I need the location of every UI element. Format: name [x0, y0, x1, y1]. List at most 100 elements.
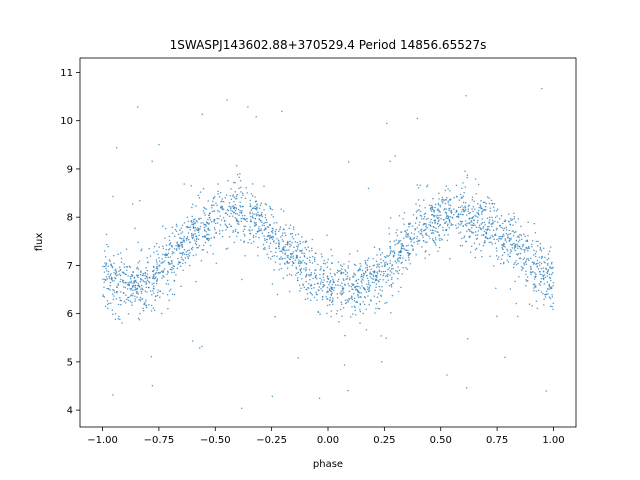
- scatter-point: [481, 218, 484, 220]
- scatter-point: [363, 303, 366, 306]
- scatter-point: [209, 219, 212, 221]
- scatter-point: [162, 247, 165, 250]
- scatter-point: [402, 218, 404, 220]
- scatter-point: [425, 249, 427, 252]
- scatter-point: [397, 272, 400, 275]
- scatter-point: [119, 299, 122, 302]
- scatter-point: [264, 216, 267, 219]
- scatter-point: [380, 261, 382, 264]
- scatter-point: [319, 277, 321, 279]
- scatter-point: [169, 247, 171, 250]
- scatter-point: [197, 227, 199, 229]
- scatter-point: [495, 254, 498, 257]
- scatter-point: [364, 261, 367, 264]
- scatter-point: [231, 215, 234, 217]
- scatter-point: [322, 276, 325, 279]
- scatter-point: [204, 241, 207, 244]
- scatter-point: [311, 249, 313, 252]
- scatter-point: [272, 236, 275, 239]
- scatter-point: [246, 192, 248, 194]
- scatter-point: [113, 291, 116, 294]
- scatter-point: [157, 272, 160, 274]
- scatter-point: [498, 224, 501, 227]
- scatter-point: [173, 247, 176, 250]
- scatter-point: [193, 239, 196, 241]
- scatter-point: [226, 99, 228, 101]
- scatter-point: [298, 261, 300, 263]
- scatter-point: [347, 389, 349, 392]
- scatter-point: [206, 251, 209, 253]
- scatter-point: [424, 206, 426, 209]
- scatter-point: [117, 318, 120, 320]
- scatter-point: [480, 249, 482, 252]
- scatter-point: [278, 247, 280, 250]
- scatter-point: [455, 211, 457, 213]
- scatter-point: [171, 232, 174, 234]
- scatter-point: [137, 261, 139, 264]
- scatter-point: [224, 223, 227, 226]
- scatter-point: [543, 304, 545, 306]
- scatter-point: [530, 268, 532, 271]
- scatter-point: [113, 271, 115, 274]
- scatter-point: [377, 293, 380, 295]
- scatter-point: [252, 241, 255, 243]
- scatter-point: [527, 247, 530, 249]
- scatter-point: [234, 190, 237, 193]
- scatter-point: [514, 249, 517, 252]
- scatter-point: [444, 221, 446, 224]
- scatter-point: [422, 224, 425, 226]
- scatter-point: [257, 213, 259, 216]
- scatter-point: [175, 249, 178, 251]
- scatter-point: [294, 241, 297, 243]
- scatter-point: [213, 227, 216, 229]
- scatter-point: [167, 270, 169, 272]
- scatter-point: [239, 210, 241, 212]
- scatter-point: [414, 222, 417, 224]
- scatter-point: [130, 295, 132, 297]
- scatter-point: [155, 280, 158, 282]
- scatter-point: [249, 203, 251, 205]
- scatter-point: [445, 213, 448, 215]
- scatter-point: [145, 281, 147, 283]
- scatter-point: [204, 230, 206, 232]
- scatter-point: [175, 230, 178, 232]
- scatter-point: [461, 237, 463, 240]
- scatter-point: [331, 292, 333, 294]
- scatter-point: [284, 253, 286, 256]
- scatter-point: [241, 214, 244, 217]
- scatter-point: [524, 249, 526, 251]
- scatter-point: [242, 230, 245, 233]
- scatter-point: [421, 231, 423, 233]
- scatter-point: [344, 299, 347, 301]
- scatter-point: [261, 232, 264, 234]
- scatter-point: [544, 262, 546, 264]
- scatter-point: [477, 219, 479, 222]
- scatter-point: [132, 292, 134, 295]
- scatter-point: [263, 229, 265, 231]
- scatter-point: [221, 208, 224, 211]
- scatter-point: [320, 279, 323, 281]
- scatter-point: [192, 223, 195, 226]
- scatter-point: [192, 226, 195, 228]
- scatter-point: [381, 361, 383, 363]
- scatter-point: [213, 236, 216, 238]
- scatter-point: [469, 221, 471, 223]
- scatter-point: [158, 246, 160, 248]
- scatter-point: [549, 265, 551, 268]
- scatter-point: [388, 254, 391, 256]
- chart-title: 1SWASPJ143602.88+370529.4 Period 14856.6…: [170, 38, 487, 52]
- scatter-point: [486, 196, 489, 198]
- scatter-point: [170, 260, 173, 263]
- scatter-point: [331, 255, 333, 257]
- scatter-point: [425, 218, 428, 220]
- scatter-point: [350, 295, 353, 297]
- scatter-point: [155, 259, 158, 261]
- scatter-point: [412, 213, 415, 216]
- scatter-point: [170, 288, 172, 291]
- scatter-point: [443, 200, 445, 202]
- scatter-point: [186, 236, 189, 238]
- scatter-point: [171, 252, 173, 255]
- scatter-point: [190, 235, 193, 237]
- scatter-point: [288, 258, 291, 260]
- plot-area: [80, 58, 576, 427]
